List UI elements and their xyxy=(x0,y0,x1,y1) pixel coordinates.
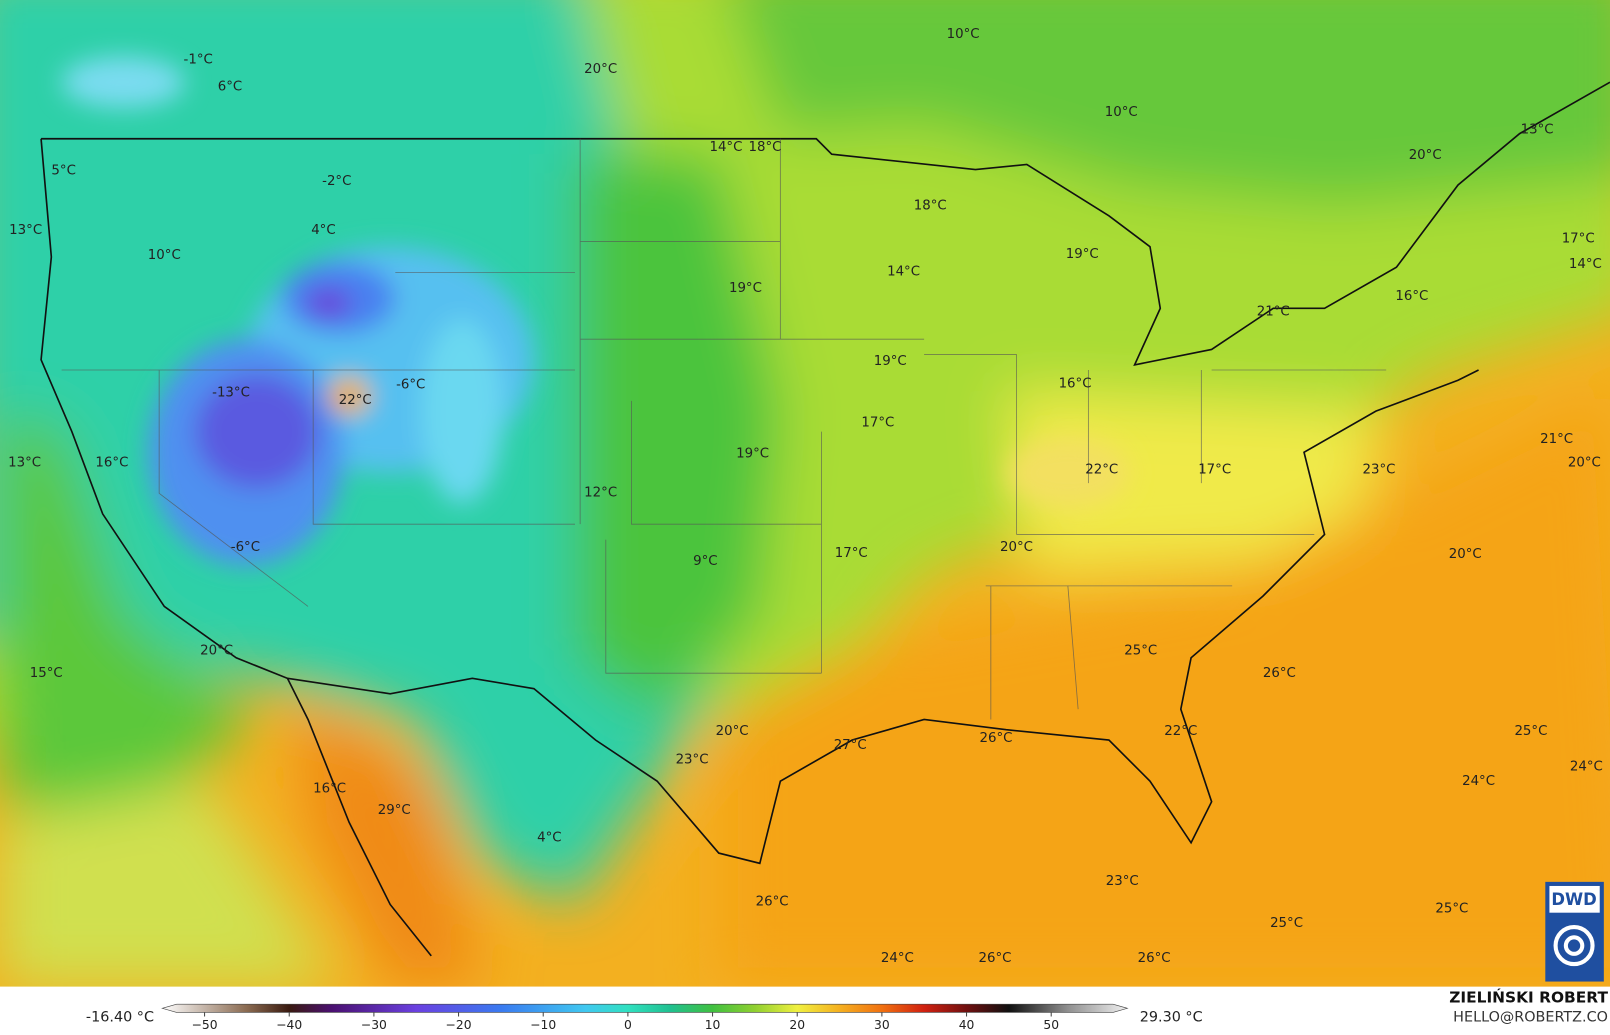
temp-label: 19°C xyxy=(874,354,907,369)
temp-label: 10°C xyxy=(947,27,980,42)
colorbar-tick-label: −40 xyxy=(276,1018,302,1032)
colorbar-tick-label: 20 xyxy=(789,1018,805,1032)
temp-label: 26°C xyxy=(980,731,1013,746)
temp-label: 24°C xyxy=(1462,774,1495,789)
temp-label: -6°C xyxy=(396,377,425,392)
temp-label: 6°C xyxy=(218,79,242,94)
temperature-field xyxy=(0,0,1610,987)
temp-label: 9°C xyxy=(693,554,717,569)
temp-label: 23°C xyxy=(1106,874,1139,889)
temp-label: 17°C xyxy=(1562,231,1595,246)
temp-label: 10°C xyxy=(148,248,181,263)
colorbar-tick-label: 10 xyxy=(705,1018,721,1032)
temp-label: 19°C xyxy=(729,281,762,296)
temp-label: 5°C xyxy=(51,164,75,179)
temp-label: 16°C xyxy=(1059,376,1092,391)
colorbar: −50 −40 −30 −20 −10 0 10 20 30 40 50 xyxy=(161,1003,1129,1032)
temp-label: -2°C xyxy=(322,174,351,189)
logo-text: DWD xyxy=(1551,890,1596,909)
temp-label: 21°C xyxy=(1540,432,1573,447)
temp-label: 26°C xyxy=(1138,951,1171,966)
temp-label: 14°C xyxy=(887,264,920,279)
temp-label: 19°C xyxy=(736,446,769,461)
temp-label: 17°C xyxy=(1198,463,1231,478)
temp-label: 26°C xyxy=(978,951,1011,966)
temp-label: 23°C xyxy=(1362,463,1395,478)
temp-label: -6°C xyxy=(231,540,260,555)
temp-label: 20°C xyxy=(200,644,233,659)
temp-label: 29°C xyxy=(378,803,411,818)
min-label: -16.40 °C xyxy=(86,1010,154,1026)
borders xyxy=(40,81,1610,957)
temp-label: 15°C xyxy=(30,666,63,681)
temp-label: 18°C xyxy=(914,199,947,214)
temp-label: 13°C xyxy=(8,456,41,471)
temp-label: 25°C xyxy=(1514,724,1547,739)
temp-label: 20°C xyxy=(1449,547,1482,562)
temp-label: 25°C xyxy=(1270,916,1303,931)
temp-label: 22°C xyxy=(1085,463,1118,478)
temp-label: 24°C xyxy=(1570,760,1603,775)
temp-label: 13°C xyxy=(9,223,42,238)
colorbar-tick-label: −10 xyxy=(530,1018,556,1032)
temp-label: -1°C xyxy=(184,53,213,68)
credit-email: HELLO@ROBERTZ.CO xyxy=(1453,1010,1608,1026)
temp-label: 18°C xyxy=(748,140,781,155)
temp-label: 25°C xyxy=(1435,902,1468,917)
temp-label: 22°C xyxy=(339,393,372,408)
colorbar-tick-label: 30 xyxy=(874,1018,890,1032)
temp-label: 20°C xyxy=(1000,540,1033,555)
temp-label: 23°C xyxy=(676,753,709,768)
temp-label: 16°C xyxy=(313,781,346,796)
temp-label: 14°C xyxy=(709,140,742,155)
temp-label: 20°C xyxy=(716,724,749,739)
temp-label: 25°C xyxy=(1124,644,1157,659)
temp-label: 27°C xyxy=(834,738,867,753)
temperature-labels: -1°C 6°C 20°C 10°C 10°C 13°C 20°C 5°C -2°C 14°C 18… xyxy=(8,27,1603,966)
temp-label: 17°C xyxy=(835,546,868,561)
temp-label: 4°C xyxy=(311,223,335,238)
colorbar-tick-label: 40 xyxy=(959,1018,975,1032)
temp-label: 20°C xyxy=(584,62,617,77)
colorbar-tick-label: −30 xyxy=(361,1018,387,1032)
colorbar-tick-label: 0 xyxy=(624,1018,632,1032)
temp-label: 26°C xyxy=(756,894,789,909)
temp-label: 14°C xyxy=(1569,257,1602,272)
temp-label: 4°C xyxy=(537,831,561,846)
temp-label: 10°C xyxy=(1105,105,1138,120)
dwd-logo: DWD xyxy=(1545,881,1604,982)
temp-label: 12°C xyxy=(584,485,617,500)
temp-label: 20°C xyxy=(1568,456,1601,471)
temp-label: 21°C xyxy=(1257,304,1290,319)
state-lines xyxy=(61,138,1387,720)
credit-name: ZIELIŃSKI ROBERT xyxy=(1449,987,1608,1006)
temp-label: 24°C xyxy=(881,951,914,966)
temp-label: 22°C xyxy=(1164,724,1197,739)
temp-label: 20°C xyxy=(1409,148,1442,163)
temp-label: 26°C xyxy=(1263,666,1296,681)
colorbar-bar xyxy=(161,1003,1129,1013)
temp-label: 16°C xyxy=(95,456,128,471)
temp-label: 17°C xyxy=(861,415,894,430)
colorbar-tick-label: −20 xyxy=(446,1018,472,1032)
temp-label: 13°C xyxy=(1521,123,1554,138)
temp-label: -13°C xyxy=(212,386,250,401)
colorbar-tick-label: −50 xyxy=(192,1018,218,1032)
colorbar-tick-label: 50 xyxy=(1043,1018,1059,1032)
temp-label: 16°C xyxy=(1395,289,1428,304)
max-label: 29.30 °C xyxy=(1140,1010,1203,1026)
temp-label: 19°C xyxy=(1066,247,1099,262)
